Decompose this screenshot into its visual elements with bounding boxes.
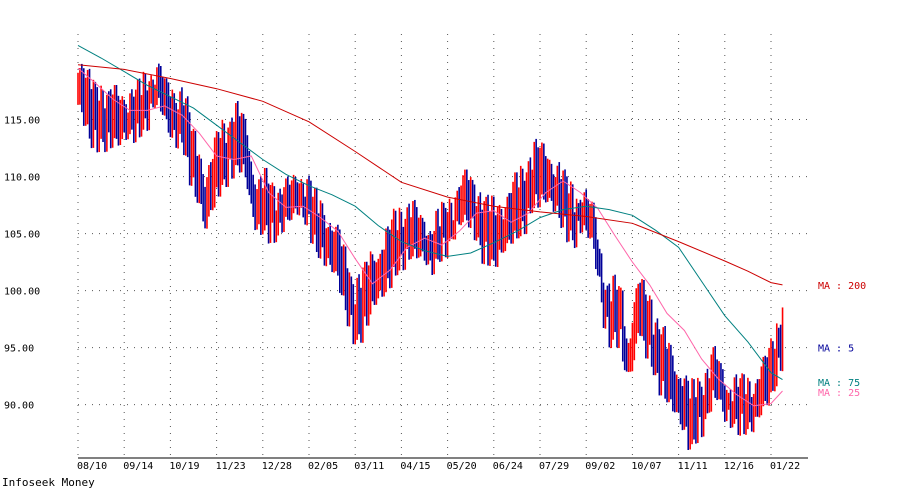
x-tick-label: 07/29: [539, 461, 569, 472]
legend-label: MA : 75: [818, 378, 860, 389]
x-tick-label: 11/11: [678, 461, 708, 472]
x-tick-label: 06/24: [493, 461, 523, 472]
y-tick-label: 110.00: [4, 173, 40, 184]
y-tick-label: 100.00: [4, 287, 40, 298]
x-tick-label: 10/07: [631, 461, 661, 472]
y-tick-label: 90.00: [4, 401, 34, 412]
x-tick-label: 12/16: [724, 461, 754, 472]
legend-label: MA : 200: [818, 281, 866, 292]
y-tick-label: 105.00: [4, 230, 40, 241]
x-tick-label: 09/14: [123, 461, 153, 472]
x-tick-label: 05/20: [447, 461, 477, 472]
ma-line: [77, 64, 783, 286]
y-tick-label: 95.00: [4, 344, 34, 355]
x-tick-label: 02/05: [308, 461, 338, 472]
y-tick-label: 115.00: [4, 116, 40, 127]
source-label: Infoseek Money: [2, 476, 95, 489]
x-tick-label: 08/10: [77, 461, 107, 472]
y-axis: 90.00 95.00 100.00 105.00 110.00 115.00: [4, 116, 40, 412]
x-tick-label: 01/22: [770, 461, 800, 472]
x-tick-label: 11/23: [216, 461, 246, 472]
x-tick-label: 10/19: [169, 461, 199, 472]
ma-line: [77, 44, 783, 381]
moving-average-lines: [77, 44, 783, 407]
x-tick-label: 09/02: [585, 461, 615, 472]
legend-label: MA : 5: [818, 344, 854, 355]
x-tick-label: 12/28: [262, 461, 292, 472]
legend-label: MA : 25: [818, 388, 860, 399]
x-tick-label: 03/11: [354, 461, 384, 472]
x-tick-label: 04/15: [400, 461, 430, 472]
ma-line: [77, 67, 783, 407]
x-axis: 08/10 09/14 10/19 11/23 12/28 02/05 03/11 04/15…: [77, 457, 808, 472]
price-bars: [77, 63, 784, 450]
